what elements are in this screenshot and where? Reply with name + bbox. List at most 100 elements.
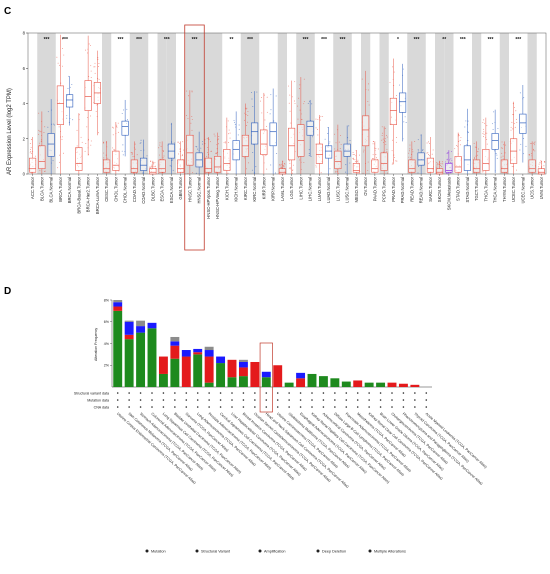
band-rect: [166, 33, 176, 174]
data-point: [512, 128, 514, 130]
bar-segment: [353, 380, 363, 387]
data-point: [215, 152, 217, 154]
data-point: [431, 153, 433, 155]
data-point: [391, 163, 393, 165]
data-point: [183, 149, 185, 151]
data-point: [477, 151, 479, 153]
significance-label: ***: [488, 37, 494, 43]
data-point: [299, 109, 301, 111]
band-rect: [203, 33, 213, 174]
data-point: [234, 121, 235, 123]
data-point: [122, 144, 124, 146]
legend-label: Amplification: [264, 550, 286, 554]
data-point: [182, 141, 184, 143]
data-point: [465, 120, 467, 122]
data-point: [363, 151, 365, 153]
track-dot: [356, 392, 359, 394]
data-point: [334, 148, 336, 150]
bar-segment: [376, 382, 386, 387]
data-point: [195, 146, 197, 147]
track-dot: [425, 399, 428, 401]
data-point: [362, 172, 364, 174]
data-point: [71, 83, 73, 85]
y-tick-label: 8: [23, 31, 26, 36]
data-point: [359, 154, 361, 156]
data-point: [229, 132, 231, 134]
track-dot: [208, 399, 210, 401]
data-point: [98, 66, 100, 68]
data-point: [88, 43, 90, 45]
bar-segment: [307, 373, 317, 387]
data-point: [173, 142, 175, 144]
data-point: [127, 119, 128, 121]
data-point: [275, 172, 277, 174]
data-point: [275, 95, 277, 97]
data-point: [246, 168, 248, 170]
data-point: [389, 82, 391, 83]
data-point: [303, 100, 305, 102]
data-point: [319, 119, 321, 121]
data-point: [224, 141, 226, 143]
data-point: [384, 127, 386, 129]
data-point: [539, 161, 541, 163]
data-point: [63, 54, 65, 56]
bar-segment: [113, 300, 123, 303]
x-tick-label: MESO.Tumor: [354, 176, 359, 202]
bar-segment: [136, 332, 146, 387]
data-point: [31, 139, 32, 140]
track-dot: [414, 399, 416, 401]
box-rect: [454, 156, 462, 173]
data-point: [511, 121, 513, 123]
data-point: [85, 49, 87, 51]
bar-segment: [250, 361, 260, 387]
data-point: [544, 161, 545, 162]
x-tick-label: PRAD.Tumor: [391, 176, 396, 201]
data-point: [112, 126, 114, 128]
bar-segment: [387, 382, 397, 387]
data-point: [519, 149, 521, 151]
data-point: [66, 115, 68, 117]
data-point: [473, 142, 475, 144]
data-point: [299, 84, 301, 86]
data-point: [159, 158, 161, 160]
data-point: [484, 122, 485, 124]
data-point: [392, 139, 393, 141]
box-rect: [334, 150, 342, 170]
data-point: [373, 141, 374, 143]
data-point: [428, 154, 429, 156]
track-dot: [254, 406, 256, 408]
data-point: [54, 124, 55, 126]
x-tick-label: PCPG.Tumor: [382, 176, 387, 202]
track-dot: [185, 392, 188, 394]
x-tick-label: ESCA.Tumor: [160, 176, 165, 201]
data-point: [251, 92, 253, 94]
data-point: [506, 173, 508, 175]
track-dot: [208, 406, 210, 408]
data-point: [61, 138, 63, 140]
data-point: [495, 153, 497, 155]
data-point: [247, 115, 249, 117]
track-dot: [242, 406, 245, 408]
data-point: [282, 164, 284, 166]
highlight-box: [184, 24, 205, 251]
bar-segment: [113, 310, 123, 387]
legend-label: Structural Variant: [201, 550, 231, 554]
data-point: [238, 128, 240, 130]
data-point: [264, 119, 266, 121]
data-point: [354, 159, 356, 161]
data-point: [467, 131, 469, 133]
track-dot: [345, 399, 348, 401]
track-label: Mutation data: [87, 398, 109, 402]
data-point: [408, 156, 410, 158]
data-point: [112, 127, 114, 129]
panel-d-letter: D: [4, 286, 11, 297]
data-point: [516, 169, 518, 171]
data-point: [204, 139, 206, 141]
data-point: [191, 90, 193, 92]
data-point: [435, 166, 437, 168]
data-point: [357, 173, 359, 174]
bar-segment: [216, 363, 226, 387]
data-point: [303, 78, 305, 80]
x-tick-label: TGCT.Tumor: [474, 176, 479, 201]
data-point: [446, 153, 448, 154]
